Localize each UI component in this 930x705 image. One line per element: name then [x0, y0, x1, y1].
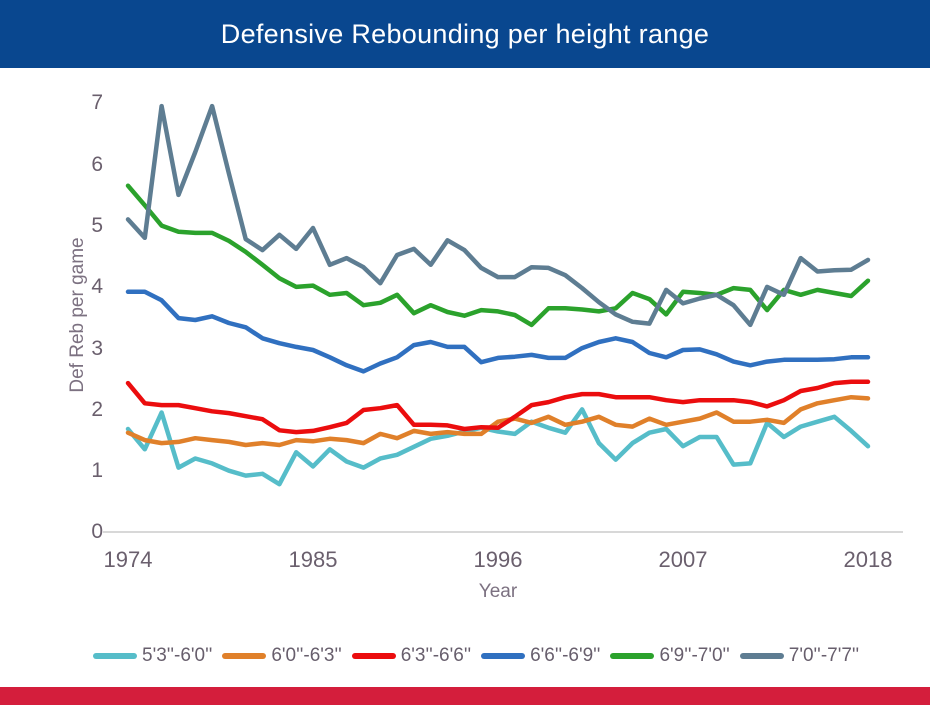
series-line-5	[125, 103, 871, 328]
legend-label-6-6-to-6-9: 6'6''-6'9''	[530, 645, 601, 666]
legend-swatch-gray	[739, 653, 784, 659]
x-axis-tick-1996: 1996	[473, 547, 523, 572]
legend-item-6-3-to-6-6: 6'3''-6'6''	[351, 645, 472, 667]
legend-label-5-3-to-6-0: 5'3''-6'0''	[142, 645, 213, 666]
legend-label-6-9-to-7-0: 6'9''-7'0''	[659, 645, 730, 666]
legend-swatch-red	[351, 653, 396, 659]
legend-label-6-3-to-6-6: 6'3''-6'6''	[400, 645, 472, 666]
legend-swatch-teal	[93, 653, 137, 659]
chart-legend: 5'3''-6'0'' 6'0''-6'3'' 6'3''-6'6'' 6'6'…	[0, 644, 930, 668]
legend-swatch-orange	[222, 653, 267, 659]
bottom-accent-bar	[0, 687, 930, 705]
legend-item-6-6-to-6-9: 6'6''-6'9''	[481, 645, 600, 667]
chart-title: Defensive Rebounding per height range	[220, 18, 710, 49]
y-axis-tick-7: 7	[91, 91, 103, 114]
chart-title-bar: Defensive Rebounding per height range	[0, 0, 930, 68]
x-axis-tick-2007: 2007	[658, 547, 708, 572]
y-axis-tick-1: 1	[91, 459, 103, 482]
legend-swatch-green	[610, 653, 655, 659]
series-line-3	[125, 289, 871, 374]
legend-label-6-0-to-6-3: 6'0''-6'3''	[271, 645, 342, 666]
series-line-4	[125, 183, 871, 328]
legend-item-5-3-to-6-0: 5'3''-6'0''	[93, 645, 212, 667]
y-axis-title: Def Reb per game	[67, 237, 88, 393]
x-axis-tick-2018: 2018	[843, 547, 893, 572]
x-axis-tick-1974: 1974	[103, 547, 153, 572]
y-axis-tick-0: 0	[91, 520, 103, 543]
x-axis-title: Year	[478, 581, 518, 602]
legend-label-7-0-to-7-7: 7'0''-7'7''	[788, 645, 860, 666]
legend-item-6-0-to-6-3: 6'0''-6'3''	[222, 645, 342, 667]
legend-item-7-0-to-7-7: 7'0''-7'7''	[739, 645, 860, 667]
series-line-2	[125, 379, 871, 435]
legend-swatch-blue	[481, 653, 526, 659]
series-line-1	[125, 394, 871, 448]
y-axis-tick-6: 6	[91, 153, 103, 176]
x-axis-tick-1985: 1985	[288, 547, 338, 572]
legend-item-6-9-to-7-0: 6'9''-7'0''	[610, 645, 730, 667]
y-axis-tick-4: 4	[91, 275, 103, 298]
y-axis-tick-2: 2	[91, 398, 103, 421]
y-axis-tick-5: 5	[91, 214, 103, 237]
y-axis-tick-3: 3	[91, 337, 103, 360]
series-line-0	[125, 407, 871, 487]
